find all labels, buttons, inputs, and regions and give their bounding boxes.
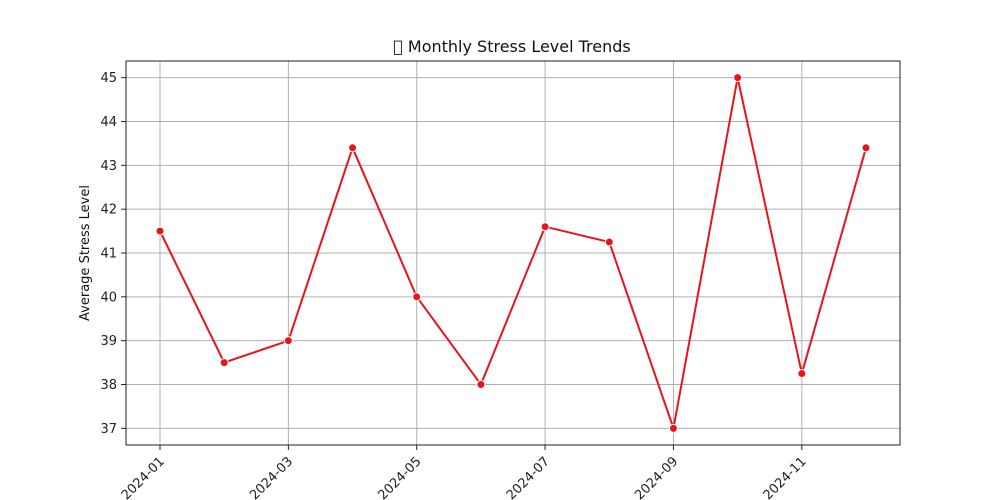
y-tick-label: 45	[100, 71, 117, 86]
y-tick-label: 42	[100, 203, 117, 218]
data-point	[219, 358, 229, 368]
y-tick-label: 37	[100, 422, 117, 437]
y-tick-label: 44	[100, 115, 117, 130]
data-point	[476, 380, 486, 390]
x-tick-label: 2024-01	[119, 454, 168, 500]
y-tick-label: 41	[100, 247, 117, 262]
series-line	[159, 76, 867, 430]
data-point	[733, 73, 743, 83]
grid-layer	[126, 61, 900, 445]
y-axis-title: Average Stress Level	[78, 185, 93, 321]
x-tick-label: 2024-03	[247, 454, 296, 500]
data-point	[412, 292, 422, 302]
data-point	[797, 369, 807, 379]
y-tick-label: 40	[100, 290, 117, 305]
data-point	[668, 423, 678, 433]
x-tick-label: 2024-09	[632, 454, 681, 500]
series-layer	[155, 73, 871, 433]
y-tick-label: 38	[100, 378, 117, 393]
y-tick-label: 43	[100, 159, 117, 174]
data-point	[861, 143, 871, 153]
chart-title:   Monthly Stress Level Trends	[393, 37, 631, 56]
y-tick-label: 39	[100, 334, 117, 349]
x-tick-label: 2024-07	[504, 454, 553, 500]
data-point	[283, 336, 293, 346]
data-point	[348, 143, 358, 153]
data-point	[540, 222, 550, 232]
data-point	[155, 226, 165, 236]
data-point	[604, 237, 614, 247]
x-tick-label: 2024-05	[376, 454, 425, 500]
ticks-layer: 2024-01 2024-03 2024-05 2024-07 2024-09 2024-…	[100, 71, 809, 500]
x-tick-label: 2024-11	[761, 454, 810, 500]
